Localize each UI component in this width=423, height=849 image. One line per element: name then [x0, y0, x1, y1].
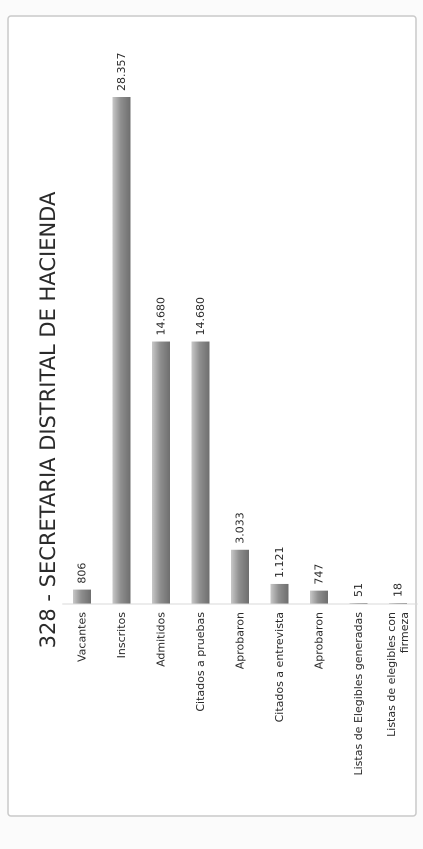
bar	[112, 97, 131, 604]
data-label: 3.033	[234, 512, 247, 544]
category-label: Citados a pruebas	[194, 612, 207, 712]
category-label: Admitidos	[155, 612, 168, 667]
data-label: 28.357	[115, 53, 128, 92]
data-label: 747	[313, 564, 326, 585]
category-label: Listas de Elegibles generadas	[352, 612, 365, 776]
data-label: 14.680	[194, 297, 207, 336]
bar	[191, 341, 210, 604]
bar	[73, 589, 91, 604]
category-label: Listas de elegibles con	[385, 612, 398, 737]
category-label: Aprobaron	[234, 612, 247, 669]
category-label: firmeza	[398, 612, 411, 653]
bar	[231, 549, 249, 604]
chart-card	[7, 15, 417, 817]
bar	[310, 590, 328, 604]
chart-layer: 328 - SECRETARIA DISTRITAL DE HACIENDA 80…	[36, 53, 418, 776]
data-label: 51	[352, 583, 365, 597]
category-label: Inscritos	[115, 612, 128, 659]
category-label: Vacantes	[76, 612, 89, 662]
data-label: 14.680	[155, 297, 168, 336]
data-label: 806	[76, 563, 89, 584]
bar	[270, 583, 289, 604]
chart-title: 328 - SECRETARIA DISTRITAL DE HACIENDA	[36, 191, 60, 648]
data-label: 18	[392, 583, 405, 597]
bar	[152, 341, 170, 604]
category-label: Aprobaron	[313, 612, 326, 669]
category-label: Citados a entrevista	[273, 612, 286, 722]
data-label: 1.121	[273, 546, 286, 578]
